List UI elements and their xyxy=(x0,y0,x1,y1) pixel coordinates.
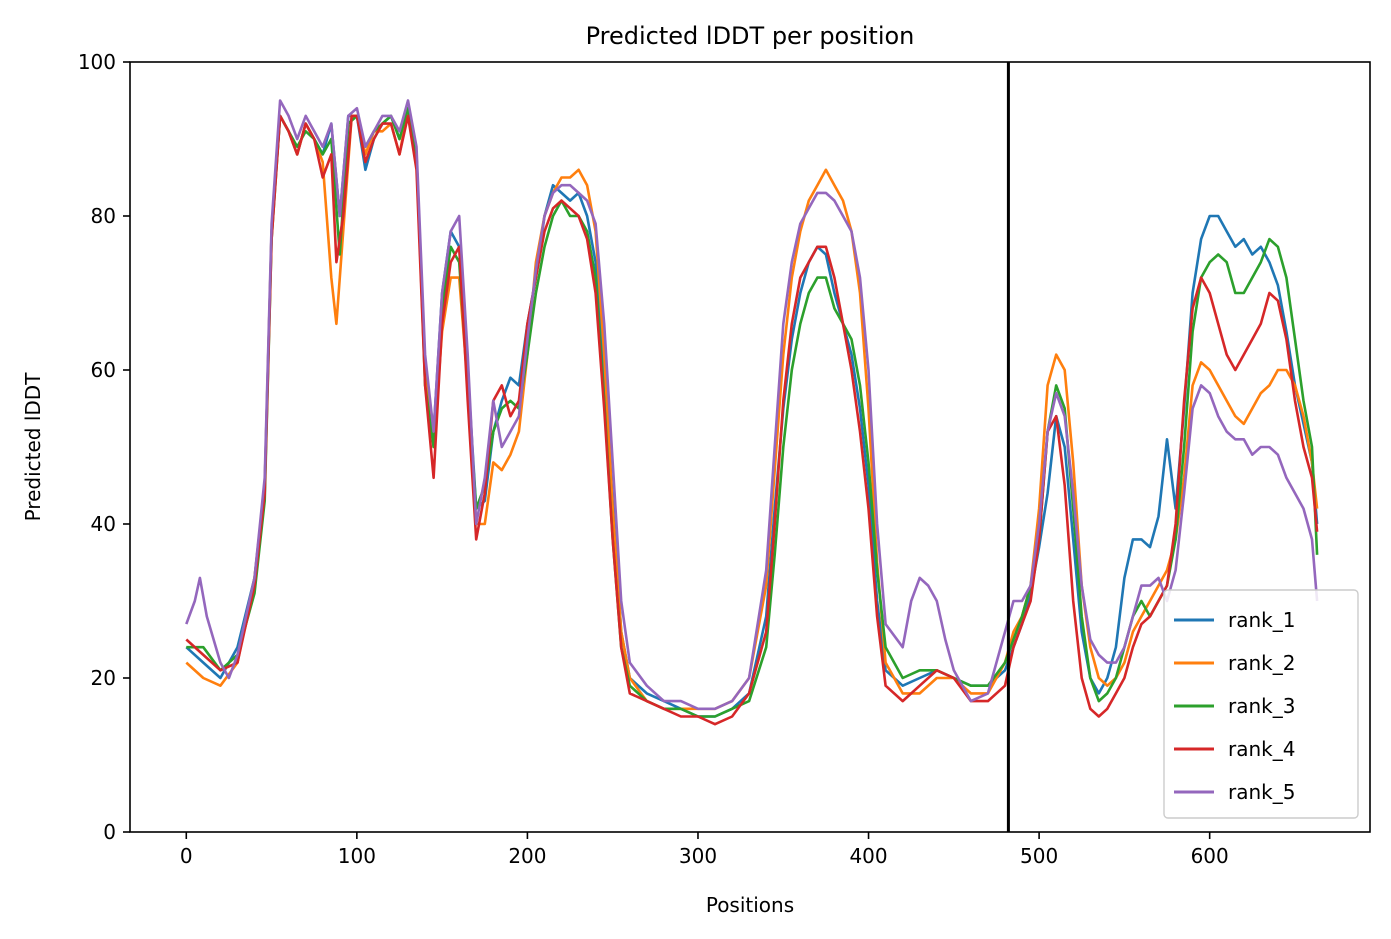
x-axis-ticks: 0 100 200 300 400 500 600 xyxy=(180,832,1229,868)
chart-title: Predicted lDDT per position xyxy=(586,22,915,50)
x-tick-label: 0 xyxy=(180,844,193,868)
y-tick-label: 100 xyxy=(78,50,116,74)
plot-frame xyxy=(129,61,1371,833)
y-tick-label: 40 xyxy=(91,512,116,536)
legend-entry-label: rank_3 xyxy=(1228,694,1295,718)
legend-entry-label: rank_1 xyxy=(1228,608,1295,632)
series-line-rank-4 xyxy=(185,114,1319,726)
y-tick-label: 60 xyxy=(91,358,116,382)
x-tick-label: 100 xyxy=(338,844,376,868)
legend: rank_1 rank_2 rank_3 rank_4 rank_5 xyxy=(1163,589,1359,819)
legend-box xyxy=(1163,589,1359,819)
y-axis-ticks: 0 20 40 60 80 100 xyxy=(78,50,130,844)
series-lines xyxy=(185,99,1319,726)
x-tick-label: 200 xyxy=(508,844,546,868)
x-axis-label: Positions xyxy=(706,893,794,917)
x-tick-label: 600 xyxy=(1191,844,1229,868)
series-line-rank-5 xyxy=(185,99,1319,711)
x-tick-label: 300 xyxy=(679,844,717,868)
y-tick-label: 20 xyxy=(91,666,116,690)
y-tick-label: 0 xyxy=(103,820,116,844)
legend-entry-label: rank_5 xyxy=(1228,780,1295,804)
legend-entry-label: rank_2 xyxy=(1228,651,1295,675)
legend-entry-label: rank_4 xyxy=(1228,737,1295,761)
y-tick-label: 80 xyxy=(91,204,116,228)
series-line-rank-1 xyxy=(185,106,1319,718)
x-tick-label: 400 xyxy=(849,844,887,868)
y-axis-label: Predicted lDDT xyxy=(21,372,45,522)
x-tick-label: 500 xyxy=(1020,844,1058,868)
series-line-rank-3 xyxy=(186,106,1319,718)
